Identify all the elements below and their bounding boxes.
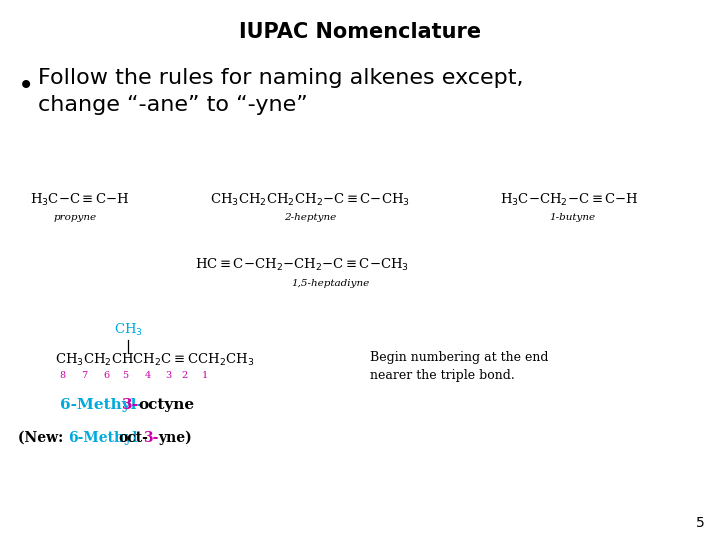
Text: oct-: oct- [118,431,148,445]
Text: HC$\equiv$C$-$CH$_2$$-$CH$_2$$-$C$\equiv$C$-$CH$_3$: HC$\equiv$C$-$CH$_2$$-$CH$_2$$-$C$\equiv… [195,257,409,273]
Text: •: • [18,72,35,100]
Text: CH$_3$CH$_2$CHCH$_2$C$\equiv$CCH$_2$CH$_3$: CH$_3$CH$_2$CHCH$_2$C$\equiv$CCH$_2$CH$_… [55,352,254,368]
Text: 6-Methyl-: 6-Methyl- [60,398,143,412]
Text: (New:: (New: [18,431,71,445]
Text: octyne: octyne [138,398,194,412]
Text: 7: 7 [81,370,87,380]
Text: 6-Methyl: 6-Methyl [68,431,138,445]
Text: 4: 4 [145,370,151,380]
Text: CH$_3$CH$_2$CH$_2$CH$_2$$-$C$\equiv$C$-$CH$_3$: CH$_3$CH$_2$CH$_2$CH$_2$$-$C$\equiv$C$-$… [210,192,410,208]
Text: CH$_3$: CH$_3$ [114,322,143,338]
Text: Follow the rules for naming alkenes except,: Follow the rules for naming alkenes exce… [38,68,523,88]
Text: 2-heptyne: 2-heptyne [284,213,336,222]
Text: 3-: 3- [122,398,139,412]
Text: IUPAC Nomenclature: IUPAC Nomenclature [239,22,481,42]
Text: 2: 2 [182,370,188,380]
Text: H$_3$C$-$CH$_2$$-$C$\equiv$C$-$H: H$_3$C$-$CH$_2$$-$C$\equiv$C$-$H [500,192,639,208]
Text: 5: 5 [122,370,128,380]
Text: H$_3$C$-$C$\equiv$C$-$H: H$_3$C$-$C$\equiv$C$-$H [30,192,130,208]
Text: change “-ane” to “-yne”: change “-ane” to “-yne” [38,95,307,115]
Text: 5: 5 [696,516,705,530]
Text: propyne: propyne [53,213,96,222]
Text: 3-: 3- [143,431,158,445]
Text: 1: 1 [202,370,208,380]
Text: 3: 3 [165,370,171,380]
Text: 6: 6 [103,370,109,380]
Text: 1-butyne: 1-butyne [549,213,595,222]
Text: nearer the triple bond.: nearer the triple bond. [370,368,515,381]
Text: 1,5-heptadiyne: 1,5-heptadiyne [291,279,369,287]
Text: yne): yne) [158,431,192,445]
Text: 8: 8 [59,370,65,380]
Text: Begin numbering at the end: Begin numbering at the end [370,352,549,365]
